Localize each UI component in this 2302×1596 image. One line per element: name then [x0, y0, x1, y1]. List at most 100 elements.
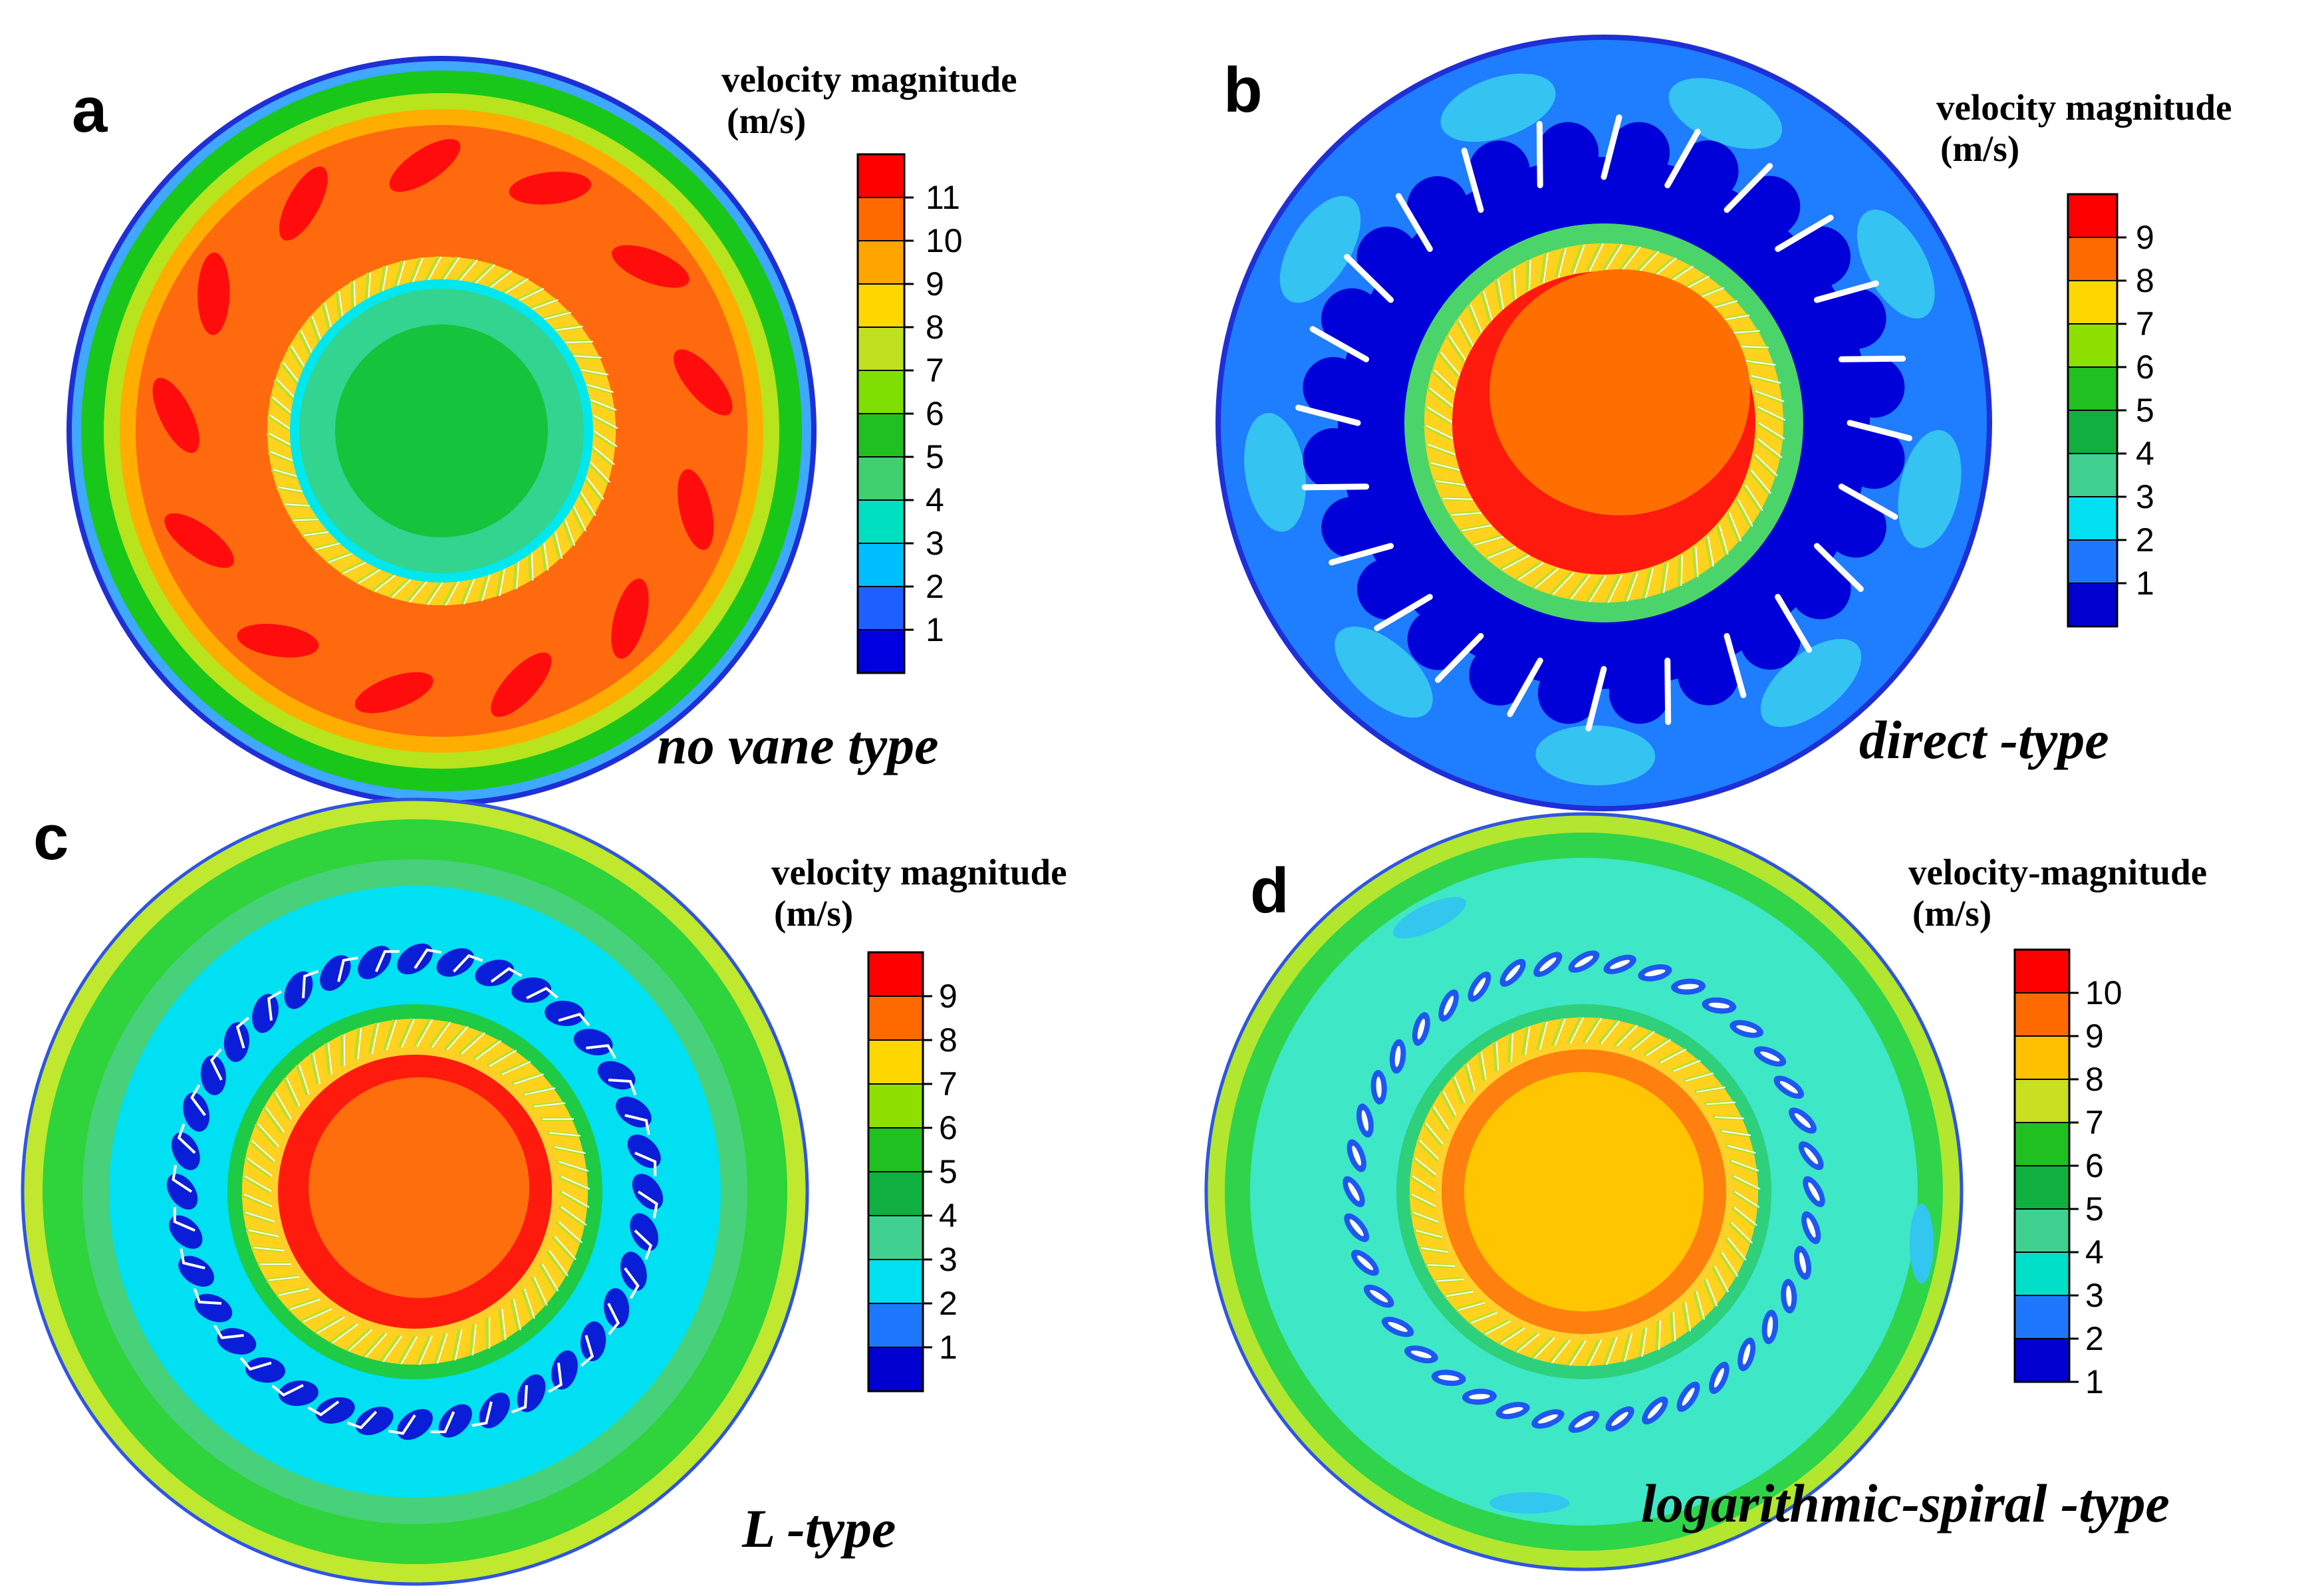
runner-blade-highlight: [1695, 547, 1699, 577]
runner-blade-highlight: [1660, 1048, 1687, 1063]
legend-swatch: [2067, 496, 2118, 541]
runner-blade: [586, 460, 610, 484]
runner-blade: [495, 567, 505, 597]
runner-blade-highlight: [1466, 1063, 1476, 1093]
runner-blade: [1477, 1051, 1487, 1082]
guide-vane-wake: [551, 1350, 578, 1390]
runner-blade-highlight: [1737, 499, 1753, 527]
runner-blade-highlight: [353, 281, 356, 310]
runner-blade-highlight: [409, 580, 429, 602]
runner-blade-highlight: [1416, 1230, 1445, 1239]
hotspot: [677, 469, 714, 550]
flow-patch: [1535, 725, 1656, 785]
guide-vane-wake: [436, 948, 475, 977]
guide-vane: [1724, 632, 1747, 698]
runner-blade: [287, 344, 307, 371]
runner-blade: [587, 398, 616, 412]
runner-blade: [393, 260, 405, 289]
guide-vane: [1348, 1182, 1360, 1201]
runner-blade: [558, 1205, 586, 1227]
runner-blade: [1731, 1190, 1759, 1210]
runner-blade-highlight: [1442, 497, 1473, 500]
runner-blade-highlight: [1631, 1031, 1655, 1051]
runner-blade-highlight: [273, 469, 301, 478]
runner-blade: [1692, 546, 1698, 578]
legend-level-label: 8: [2085, 1061, 2104, 1098]
runner-blade: [248, 1139, 275, 1163]
runner-blade: [1548, 1338, 1570, 1364]
runner-blade-highlight: [1645, 568, 1654, 598]
type-label-d: logarithmic-spiral -type: [1641, 1473, 2170, 1533]
runner-blade: [501, 277, 528, 296]
hotspot: [491, 652, 552, 718]
runner-blade: [1586, 575, 1606, 603]
wake-zone: [1356, 226, 1418, 288]
hotspot: [164, 513, 234, 568]
legend-swatch: [2014, 1165, 2070, 1210]
runner-blade-highlight: [243, 1193, 273, 1208]
runner-blade-highlight: [1524, 1026, 1531, 1056]
legend-level-label: 1: [926, 611, 944, 648]
color-legend-d: 10 9 8 7 6 5 4 3 2 1: [2013, 948, 2122, 1400]
guide-vane: [526, 986, 559, 999]
legend-swatch: [2067, 194, 2118, 238]
hotspot: [612, 245, 690, 288]
runner-blade-highlight: [1529, 259, 1531, 291]
runner-blade-highlight: [513, 1299, 521, 1331]
runner-blade-highlight: [1658, 1320, 1661, 1350]
legend-level-label: 1: [2136, 565, 2154, 602]
guide-vane: [452, 954, 483, 973]
guide-vane: [1611, 1412, 1628, 1426]
runner-blade-highlight: [276, 379, 297, 400]
guide-vane: [1575, 1416, 1593, 1428]
runner-blade-highlight: [524, 1087, 556, 1096]
runner-blade: [1741, 483, 1763, 512]
legend-swatch: [2014, 1295, 2070, 1339]
guide-vane: [1468, 1394, 1490, 1400]
runner-blade-highlight: [1429, 387, 1454, 408]
runner-blade: [283, 1077, 300, 1108]
runner-blade: [398, 1017, 414, 1049]
wake-zone: [1825, 496, 1886, 558]
runner-blade: [340, 559, 368, 575]
runner-blade-highlight: [1621, 246, 1642, 271]
runner-blade-highlight: [1500, 1327, 1526, 1345]
runner-blade-highlight: [300, 330, 315, 356]
runner-blade: [1424, 405, 1452, 425]
guide-vane: [302, 970, 319, 999]
runner-blade-highlight: [1436, 480, 1467, 486]
guide-vane: [1736, 1025, 1757, 1033]
guide-vane: [1775, 214, 1834, 252]
runner-blade-highlight: [1652, 257, 1677, 279]
runner-blade-highlight: [1605, 243, 1623, 271]
legend-units-b: (m/s): [1940, 128, 2019, 169]
runner-blade-highlight: [1589, 575, 1606, 602]
runner-blade: [1521, 1026, 1530, 1056]
guide-vane: [267, 990, 283, 1021]
guide-vane: [1376, 1076, 1382, 1098]
runner-blade-highlight: [1535, 567, 1559, 589]
runner-blade: [309, 1053, 320, 1085]
runner-blade-highlight: [1685, 1072, 1714, 1082]
runner-blade: [1485, 545, 1515, 561]
guide-vane: [209, 1048, 223, 1081]
runner-blade-highlight: [400, 1336, 418, 1365]
runner-blade: [1430, 1105, 1450, 1132]
runner-blade-highlight: [1573, 244, 1585, 274]
runner-blade: [576, 491, 596, 517]
legend-swatch: [868, 996, 924, 1041]
runner-blade: [241, 1174, 271, 1194]
guide-vane: [634, 1151, 657, 1176]
runner-blade-highlight: [586, 384, 614, 393]
runner-blade-highlight: [1452, 512, 1482, 516]
runner-blade-highlight: [1458, 319, 1474, 347]
runner-blade-highlight: [1412, 1212, 1441, 1224]
runner-blade: [499, 1059, 530, 1077]
runner-blade-highlight: [504, 278, 529, 295]
runner-blade: [444, 1025, 467, 1051]
runner-blade-highlight: [1502, 555, 1530, 571]
runner-blade-highlight: [1757, 438, 1783, 459]
guide-vane-wake: [245, 1357, 285, 1383]
runner-blade-highlight: [1426, 425, 1454, 440]
runner-blade-highlight: [554, 531, 563, 559]
